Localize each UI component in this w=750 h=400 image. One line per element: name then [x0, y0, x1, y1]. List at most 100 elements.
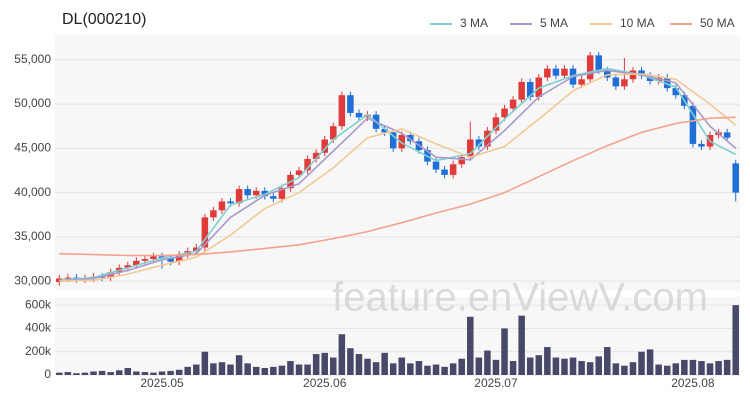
- candle-body: [330, 126, 337, 140]
- volume-bar: [586, 362, 594, 375]
- candle-body: [595, 55, 602, 71]
- volume-bar: [638, 351, 645, 375]
- candle-body: [312, 152, 320, 159]
- candle-body: [578, 79, 585, 85]
- volume-bar: [612, 363, 620, 375]
- volume-bar: [184, 366, 191, 375]
- volume-bar: [681, 359, 688, 375]
- candle-body: [663, 77, 671, 89]
- candle-body: [723, 132, 731, 138]
- x-tick-label: 2025.07: [474, 376, 518, 390]
- volume-bar: [133, 371, 140, 375]
- volume-bar: [90, 371, 97, 375]
- volume-bar: [175, 369, 183, 375]
- candle-body: [338, 95, 346, 127]
- candle-body: [227, 201, 234, 204]
- candle-body: [201, 217, 209, 248]
- candle-body: [278, 188, 286, 199]
- candle-body: [501, 108, 508, 118]
- volume-bar: [312, 354, 320, 375]
- candle-body: [407, 135, 414, 142]
- volume-bar: [347, 348, 354, 375]
- price-panel: [55, 35, 740, 290]
- volume-bar: [475, 357, 483, 375]
- volume-bar: [295, 364, 303, 375]
- candle-body: [64, 277, 72, 279]
- volume-panel: [55, 297, 740, 375]
- volume-bar: [304, 364, 311, 375]
- candle-body: [535, 77, 543, 97]
- volume-bar: [227, 364, 234, 375]
- candle-body: [621, 79, 628, 87]
- volume-bar: [672, 363, 680, 375]
- candle-body: [355, 112, 363, 118]
- candle-body: [638, 70, 645, 76]
- volume-bar: [706, 363, 714, 375]
- candle-body: [552, 68, 560, 76]
- candle-body: [526, 81, 534, 97]
- candle-body: [364, 114, 371, 118]
- volume-bar: [244, 363, 251, 375]
- candle-body: [244, 189, 251, 196]
- volume-bar: [321, 352, 328, 375]
- candle-body: [389, 132, 397, 149]
- volume-bar: [544, 347, 551, 375]
- watermark: feature.enViewV.com: [332, 276, 708, 320]
- y-tick-label: 45,000: [14, 141, 51, 155]
- candle-body: [141, 259, 149, 261]
- volume-bar: [441, 366, 448, 375]
- volume-bar: [235, 355, 243, 375]
- volume-bar: [484, 350, 491, 375]
- volume-bar: [424, 365, 431, 375]
- volume-bar: [338, 334, 346, 375]
- y-tick-label: 35,000: [14, 229, 51, 243]
- volume-bar: [449, 363, 457, 375]
- legend-label: 3 MA: [460, 16, 488, 30]
- volume-bar: [578, 361, 585, 375]
- volume-bar: [723, 359, 731, 375]
- candle-body: [518, 81, 525, 100]
- volume-bar: [98, 370, 106, 375]
- candle-body: [252, 190, 260, 196]
- volume-bar: [261, 368, 269, 375]
- volume-bar: [218, 362, 226, 375]
- candle-body: [158, 256, 166, 259]
- candle-body: [210, 210, 217, 218]
- volume-bar: [201, 351, 209, 375]
- ma-line: [59, 69, 737, 282]
- volume-bar: [526, 357, 534, 375]
- x-tick-label: 2025.06: [303, 376, 347, 390]
- volume-bar: [141, 372, 149, 375]
- volume-bar: [698, 361, 705, 375]
- volume-bar: [107, 372, 114, 375]
- candle-body: [492, 117, 500, 131]
- volume-bar: [535, 355, 543, 375]
- volume-bar: [432, 364, 440, 375]
- volume-bar: [595, 356, 602, 375]
- candle-body: [441, 169, 448, 175]
- volume-bar: [64, 372, 72, 375]
- volume-bar: [689, 359, 697, 375]
- candle-body: [304, 158, 311, 171]
- y-tick-label: 30,000: [14, 273, 51, 287]
- y-tick-label: 0: [44, 367, 51, 381]
- volume-bar: [158, 371, 166, 375]
- candle-body: [732, 163, 739, 193]
- volume-bar: [561, 358, 568, 375]
- legend-label: 50 MA: [700, 16, 735, 30]
- volume-bar: [509, 361, 517, 375]
- candle-body: [398, 135, 406, 149]
- candle-body: [586, 55, 594, 80]
- candle-body: [484, 130, 491, 147]
- volume-bar: [73, 373, 80, 375]
- candle-body: [175, 254, 183, 262]
- volume-bar: [458, 358, 465, 375]
- ma-line: [59, 116, 736, 257]
- candle-body: [321, 139, 328, 153]
- y-tick-label: 40,000: [14, 185, 51, 199]
- candle-body: [689, 105, 697, 144]
- candle-body: [347, 95, 354, 113]
- candle-body: [432, 161, 440, 170]
- candle-body: [218, 201, 226, 211]
